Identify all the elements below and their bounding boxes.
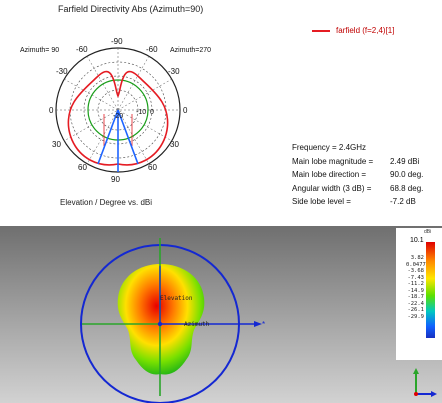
color-scale-max: 10.1 <box>410 237 424 244</box>
property-row: Main lobe magnitude = 2.49 dBi <box>292 156 420 166</box>
main-lobe-marker <box>97 109 139 172</box>
property-row: Main lobe direction = 90.0 deg. <box>292 170 424 179</box>
legend-swatch <box>312 29 330 32</box>
plot-title: Farfield Directivity Abs (Azimuth=90) <box>58 4 204 14</box>
farfield-3d-view[interactable]: * Elevation Azimuth <box>0 226 442 403</box>
angle-label-lower-right: 30 <box>170 140 179 149</box>
pattern-curve <box>67 70 169 166</box>
polar-plot: -90 -60 -60 Azimuth= 90 Azimuth=270 -30 … <box>20 37 211 184</box>
angle-label-bottom-right: 60 <box>148 163 157 172</box>
elevation-label: Elevation <box>160 295 193 302</box>
angle-label-mid-right: -30 <box>168 67 180 76</box>
color-scale-ticks: 3.82 0.0477 -3.68 -7.43 -11.2 -14.9 -18.… <box>406 255 426 320</box>
farfield-2d-panel: Farfield Directivity Abs (Azimuth=90) <box>20 4 424 209</box>
axis-triad-icon <box>413 368 437 397</box>
radial-label-10: -10 <box>136 109 146 116</box>
radial-label-20: -20 <box>113 113 123 120</box>
color-scale-bar <box>426 242 435 338</box>
azimuth-left-label: Azimuth= 90 <box>20 47 59 54</box>
angle-label-lower-left: 30 <box>52 140 61 149</box>
svg-text:*: * <box>262 320 265 329</box>
property-row: Side lobe level = -7.2 dB <box>292 197 416 206</box>
legend-entry: farfield (f=2,4)[1] <box>312 26 394 35</box>
angle-label-upper-right: -60 <box>146 45 158 54</box>
color-scale: dBi 10.1 3.82 0.0477 -3.68 -7.43 -11.2 -… <box>396 228 442 360</box>
angle-label-bottom-mid: 90 <box>111 175 120 184</box>
property-row: Angular width (3 dB) = 68.8 deg. <box>292 183 424 193</box>
3d-pattern: * Elevation Azimuth <box>80 238 265 403</box>
angle-label-right-zero: 0 <box>183 106 188 115</box>
property-row: Frequency = 2.4GHz <box>292 143 367 152</box>
properties-panel: Frequency = 2.4GHz Main lobe magnitude =… <box>292 141 424 209</box>
angle-label-top: -90 <box>111 37 123 46</box>
angle-label-bottom-left: 60 <box>78 163 87 172</box>
azimuth-right-label: Azimuth=270 <box>170 47 211 54</box>
azimuth-label: Azimuth <box>184 321 210 328</box>
angle-label-upper-left: -60 <box>76 45 88 54</box>
color-scale-unit: dBi <box>424 229 432 235</box>
x-axis-label: Elevation / Degree vs. dBi <box>60 198 153 207</box>
radial-label-0: 0 <box>150 109 154 116</box>
angle-label-mid-left: -30 <box>56 67 68 76</box>
legend-label: farfield (f=2,4)[1] <box>336 26 395 35</box>
angle-label-left-zero: 0 <box>49 106 54 115</box>
